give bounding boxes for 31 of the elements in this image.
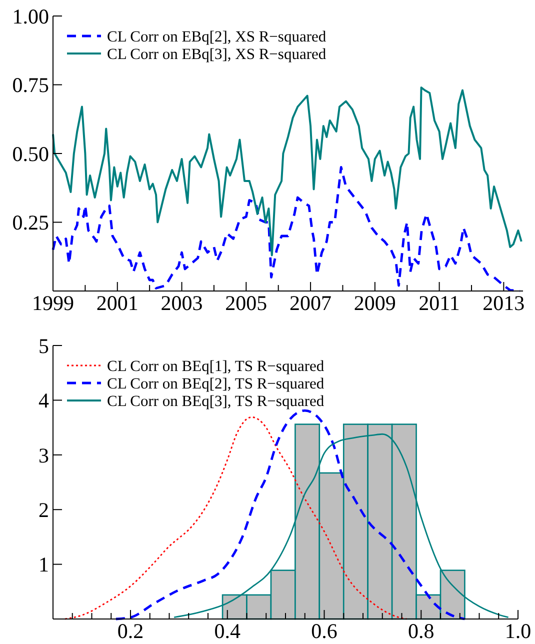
line-series	[114, 409, 466, 620]
y-tick-label: 0.25	[12, 210, 49, 235]
y-tick-label: 0.75	[12, 73, 49, 98]
y-tick-label: 2	[38, 498, 49, 522]
x-tick-label: 1999	[32, 291, 74, 315]
legend-label: CL Corr on BEq[3], TS R−squared	[107, 392, 324, 410]
line-series	[52, 166, 521, 292]
legend-label: CL Corr on EBq[2], XS R−squared	[107, 28, 326, 46]
x-tick-label: 2003	[160, 291, 203, 315]
x-tick-label: 2001	[96, 291, 138, 315]
y-tick-label: 1.00	[12, 4, 49, 28]
legend-label: CL Corr on BEq[1], TS R−squared	[107, 358, 324, 375]
y-tick-label: 5	[38, 334, 49, 358]
x-tick-label: 0.2	[117, 619, 144, 643]
y-tick-label: 1	[38, 552, 49, 577]
line-series	[64, 416, 408, 620]
y-tick-label: 4	[38, 388, 50, 413]
y-tick-label: 0.50	[12, 142, 49, 166]
x-tick-label: 2005	[225, 291, 268, 315]
x-tick-label: 0.6	[311, 619, 338, 643]
legend-label: CL Corr on EBq[3], XS R−squared	[107, 46, 326, 63]
x-tick-label: 0.8	[408, 619, 434, 643]
x-tick-label: 2013	[482, 291, 525, 315]
x-tick-label: 1.0	[504, 619, 532, 643]
x-tick-label: 2009	[354, 291, 396, 315]
y-tick-label: 3	[38, 443, 49, 468]
legend-label: CL Corr on BEq[2], TS R−squared	[107, 375, 324, 392]
x-tick-label: 2011	[418, 291, 460, 315]
x-tick-label: 0.4	[214, 619, 241, 643]
line-series	[52, 86, 522, 256]
x-tick-label: 2007	[290, 291, 332, 315]
